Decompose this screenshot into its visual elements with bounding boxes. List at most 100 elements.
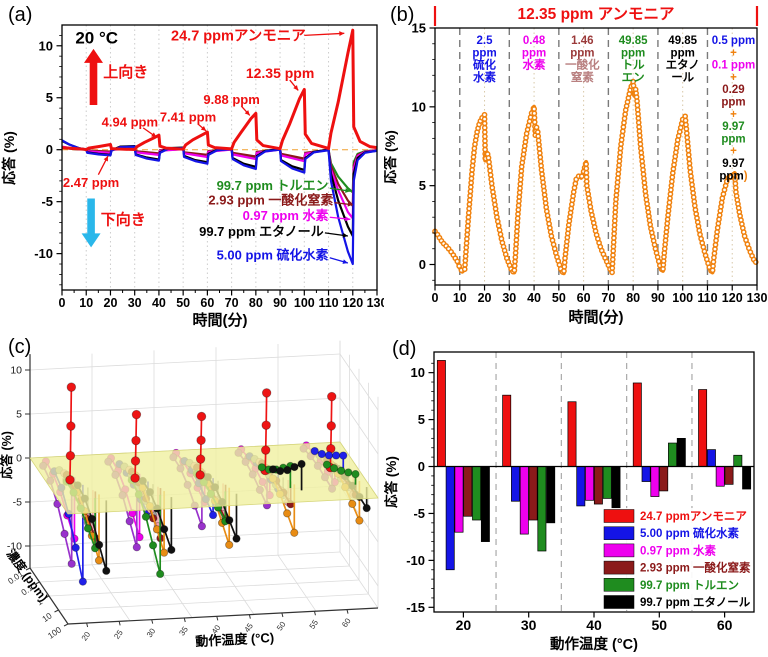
x-tick-label: 50	[176, 296, 190, 310]
data-ball	[71, 543, 80, 552]
legend-swatch	[603, 526, 635, 540]
x-tick-label: 20	[104, 296, 118, 310]
bar	[546, 466, 556, 524]
data-marker	[513, 237, 520, 243]
x-axis-label: 時間(分)	[569, 308, 624, 326]
concentration-annotation: 12.35 ppm	[246, 65, 314, 81]
up-arrow-icon	[84, 48, 103, 106]
data-marker	[465, 210, 472, 216]
data-marker	[635, 119, 642, 126]
data-marker	[467, 192, 473, 199]
panel-b-plot: 0 10 20 30 40 50 60 70 80 90 100 110 120 130 0 5 10 15 時間(…	[384, 6, 767, 326]
data-marker	[466, 201, 473, 208]
column-gas-label: ppm	[721, 97, 745, 109]
data-marker	[711, 250, 718, 257]
data-ball	[310, 446, 319, 456]
legend-swatch	[603, 560, 635, 575]
data-marker	[516, 189, 523, 196]
data-ball	[324, 451, 334, 460]
column-gas-label: 0.29	[722, 84, 744, 96]
data-marker	[686, 156, 692, 162]
grid-3d	[29, 551, 341, 569]
column-gas-label: エタノ	[666, 58, 700, 72]
data-marker	[487, 167, 493, 174]
data-marker	[638, 149, 645, 156]
data-marker	[482, 142, 488, 149]
data-ball	[60, 529, 69, 538]
data-marker	[686, 160, 693, 167]
data-ball	[156, 569, 165, 579]
data-marker	[456, 263, 463, 269]
data-ball	[102, 566, 111, 575]
z-axis-label: 応答 (%)	[0, 431, 14, 479]
conc-tick	[35, 581, 40, 585]
data-marker	[514, 215, 521, 222]
concentration-annotation: 99.7 ppm トルエン	[217, 178, 329, 193]
bar	[742, 466, 752, 490]
data-marker	[471, 149, 477, 156]
x-tick-label: 40	[586, 617, 602, 633]
temp-tick-label: 55	[308, 618, 321, 631]
legend-label: 0.97 ppm 水素	[640, 543, 717, 557]
x-tick-label: 80	[626, 291, 640, 305]
column-gas-label: ppm)	[719, 170, 747, 182]
data-ball	[327, 391, 337, 402]
z-tick-label: -10	[7, 541, 22, 553]
y-tick-label: 10	[411, 365, 425, 380]
bar	[519, 466, 529, 535]
legend-label: 99.7 ppm エタノール	[640, 595, 751, 609]
stem-line	[134, 414, 138, 479]
x-tick-label: 30	[521, 617, 537, 633]
data-ball	[87, 514, 97, 523]
column-gas-label: 水素	[523, 58, 546, 72]
down-arrow-icon	[81, 198, 101, 248]
data-marker	[511, 267, 518, 274]
annotation-arrowhead	[339, 31, 345, 36]
temp-tick-label: 30	[145, 626, 158, 639]
bar	[472, 466, 482, 521]
x-tick-label: 30	[502, 291, 516, 305]
data-ball	[196, 411, 207, 422]
data-ball	[362, 504, 371, 513]
data-marker	[684, 134, 691, 141]
annotation-arrowhead	[103, 155, 109, 162]
legend: 24.7 ppmアンモニア 5.00 ppm 硫化水素 0.97 ppm 水素 2.9…	[598, 508, 752, 610]
legend-label: 5.00 ppm 硫化水素	[640, 526, 740, 540]
y-tick-label: -10	[34, 246, 53, 261]
annotation-arrowhead	[342, 232, 348, 238]
data-marker	[531, 110, 538, 117]
concentration-annotation: 0.97 ppm 水素	[243, 208, 329, 223]
column-gas-label: 一酸化	[565, 58, 600, 72]
data-ball	[65, 450, 76, 461]
bar	[537, 466, 547, 552]
y-tick-label: 5	[418, 412, 425, 427]
data-marker	[481, 116, 488, 122]
axis-3d	[67, 607, 379, 625]
annotation-arrowhead	[151, 132, 157, 138]
data-ball	[94, 556, 104, 565]
legend-label: 24.7 ppmアンモニア	[640, 510, 747, 523]
column-gas-label: 49.85	[668, 35, 697, 47]
annotation-arrowhead	[244, 110, 250, 116]
data-marker	[636, 132, 643, 139]
bar	[567, 401, 577, 467]
data-marker	[454, 258, 461, 265]
bar	[593, 466, 603, 505]
grid-3d	[29, 353, 341, 371]
concentration-annotation: 4.94 ppm	[102, 115, 158, 130]
data-ball	[131, 435, 141, 446]
column-gas-label: 硫化	[473, 58, 496, 72]
data-ball	[268, 465, 278, 474]
data-marker	[533, 124, 540, 131]
temp-tick	[248, 614, 251, 619]
plot-box	[434, 27, 758, 286]
concentration-annotation: 2.47 ppm	[63, 175, 119, 190]
z-tick-label: 0	[16, 453, 22, 465]
data-ball	[67, 559, 76, 568]
y-tick-label: -5	[41, 194, 53, 209]
x-tick-label: 100	[672, 291, 693, 305]
data-marker	[637, 141, 644, 147]
data-ball	[283, 509, 292, 518]
concentration-annotation: 5.00 ppm 硫化水素	[217, 248, 329, 263]
